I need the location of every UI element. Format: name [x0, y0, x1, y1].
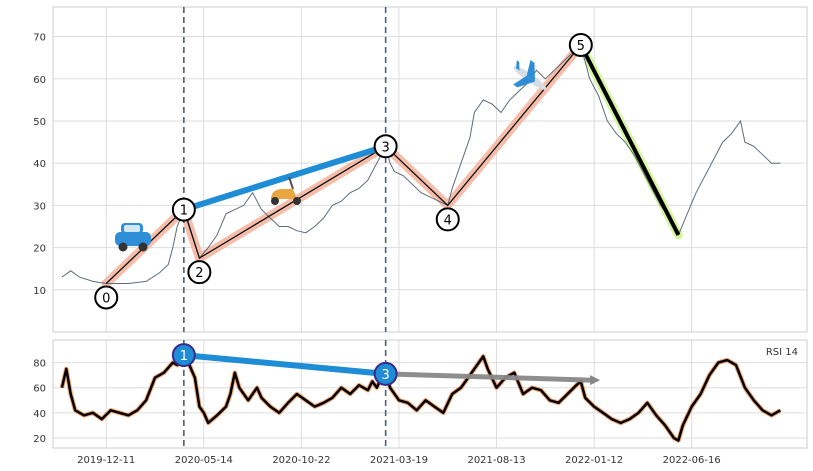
wave-point-label: 0: [102, 291, 110, 306]
wave-point-label: 5: [577, 39, 585, 54]
price-series-line: [61, 44, 781, 284]
wave-point-label: 1: [180, 204, 188, 219]
car-icon: [115, 223, 151, 252]
wave-point-marker: [568, 32, 593, 57]
wave-point-label: 4: [444, 213, 452, 228]
price-y-tick-label: 20: [33, 244, 46, 255]
scooter-wheel: [293, 197, 301, 205]
x-tick-label: 2021-08-13: [467, 455, 525, 466]
rsi-y-tick-label: 60: [33, 384, 46, 395]
price-y-tick-label: 50: [33, 117, 46, 128]
price-plot-area: [52, 6, 808, 333]
rsi-plot-area: [52, 339, 808, 449]
rsi-marker-label: 3: [382, 368, 390, 383]
rsi-marker: [373, 361, 398, 386]
rsi-y-tick-label: 80: [33, 359, 46, 370]
x-tick-label: 2020-05-14: [175, 455, 233, 466]
wave-point-marker: [373, 134, 398, 159]
wave-point-marker: [435, 207, 460, 232]
car-wheel: [138, 242, 148, 252]
c-wave-line: [579, 44, 681, 236]
rsi-y-tick-label: 40: [33, 409, 46, 420]
airplane-icon: [513, 59, 547, 90]
car-window: [124, 225, 140, 232]
price-y-tick-label: 40: [33, 159, 46, 170]
x-tick-label: 2019-12-11: [77, 455, 135, 466]
rsi-extension-line: [385, 371, 595, 383]
plane-wing: [526, 59, 535, 82]
plane-wing: [513, 75, 535, 88]
price-y-tick-label: 60: [33, 75, 46, 86]
car-body: [115, 232, 151, 246]
x-tick-label: 2021-03-19: [370, 455, 428, 466]
price-panel: 10 20 30 40 50 60 70 0 1 2 3 4 5: [33, 6, 808, 333]
x-tick-label: 2020-10-22: [272, 455, 330, 466]
rsi-legend-label: RSI 14: [766, 347, 798, 358]
price-divergence-line: [182, 143, 387, 213]
x-tick-label: 2022-01-12: [565, 455, 623, 466]
car-wheel: [118, 242, 128, 252]
rsi-panel: 2019-12-11 2020-05-14 2020-10-22 2021-03-19…: [33, 339, 808, 466]
wave-line: [105, 44, 582, 284]
rsi-marker: [171, 343, 196, 368]
price-y-tick-label: 70: [33, 33, 46, 44]
rsi-extension-arrowhead: [590, 375, 601, 386]
wave-point-marker: [171, 197, 196, 222]
scooter-wheel: [271, 197, 279, 205]
rsi-divergence-line: [183, 352, 386, 377]
scooter-stem: [288, 176, 294, 190]
scooter-icon: [271, 176, 301, 205]
wave-point-label: 2: [195, 266, 203, 281]
price-y-tick-label: 10: [33, 286, 46, 297]
rsi-marker-label: 1: [180, 349, 188, 364]
rsi-y-tick-label: 20: [33, 434, 46, 445]
wave-point-marker: [187, 260, 212, 285]
wave-point-marker: [94, 285, 119, 310]
x-tick-label: 2022-06-16: [663, 455, 721, 466]
wave-point-label: 3: [382, 140, 390, 155]
scooter-body: [271, 189, 297, 199]
price-y-tick-label: 30: [33, 201, 46, 212]
plane-tail: [516, 60, 520, 71]
